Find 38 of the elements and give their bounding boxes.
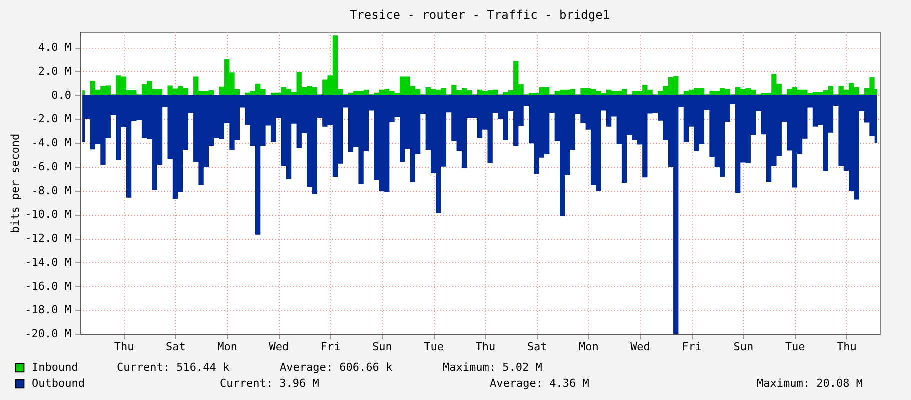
x-tick-label: Tue [424,340,444,354]
x-tick-label: Thu [114,340,134,354]
text: Average: 606.66 k [280,361,393,374]
y-tick-label: -6.0 M [32,160,72,174]
y-tick-label: -8.0 M [32,184,72,198]
legend-label: Outbound [32,377,85,390]
y-tick-label: -14.0 M [25,256,72,269]
x-tick-label: Sat [166,340,186,354]
y-tick-label: -2.0 M [32,112,72,126]
x-tick-label: Sat [527,340,548,354]
x-tick-label: Wed [630,340,650,354]
y-tick-label: 2.0 M [38,64,72,78]
y-tick-label: -20.0 M [25,328,72,340]
x-tick-label: Mon [578,340,599,354]
chart-title: Tresice - router - Traffic - bridge1 [350,8,610,22]
x-tick-label: Mon [218,340,238,354]
y-tick-label: -16.0 M [25,280,72,293]
text: Current: 516.44 k [117,361,230,374]
text: Current: 3.96 M [220,377,320,390]
x-tick-label: Thu [837,340,857,354]
x-tick-label: Tue [785,340,806,354]
y-tick-label: -18.0 M [25,304,72,317]
y-tick-label: 0.0 [52,88,72,102]
x-tick-label: Sun [734,340,754,354]
y-axis-title: bits per second [9,134,22,234]
text: Average: 4.36 M [490,377,590,390]
legend-label: Inbound [32,361,78,374]
y-tick-label: -4.0 M [32,136,72,150]
x-tick-label: Thu [476,340,496,354]
x-tick-label: Fri [320,340,341,354]
x-tick-label: Fri [682,340,702,354]
text: Maximum: 5.02 M [443,361,543,374]
x-tick-label: Sun [372,340,392,354]
y-tick-label: 4.0 M [38,41,72,54]
text: Maximum: 20.08 M [757,377,864,390]
y-tick-label: -12.0 M [25,232,72,246]
x-tick-label: Wed [269,340,290,354]
y-tick-label: -10.0 M [25,208,72,222]
